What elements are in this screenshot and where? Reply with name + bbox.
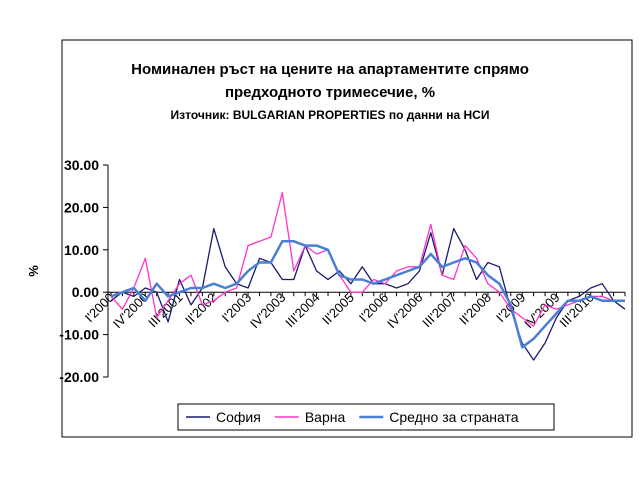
legend-label: Средно за страната bbox=[389, 409, 518, 425]
y-axis-label: % bbox=[26, 265, 41, 277]
y-tick-label: 20.00 bbox=[64, 199, 99, 215]
chart-title: предходното тримесечие, % bbox=[225, 84, 435, 101]
legend: София Варна Средно за страната bbox=[177, 403, 555, 431]
series-line bbox=[110, 227, 626, 361]
chart-frame bbox=[61, 39, 633, 438]
chart-subtitle: Източник: BULGARIAN PROPERTIES по данни … bbox=[171, 108, 490, 122]
y-tick-label: 0.00 bbox=[72, 284, 99, 300]
series-line bbox=[110, 240, 625, 349]
y-tick-label: 10.00 bbox=[64, 242, 99, 258]
series-line bbox=[110, 191, 625, 327]
legend-box bbox=[177, 403, 555, 431]
chart-title: Номинален ръст на цените на апартаментит… bbox=[131, 61, 529, 78]
y-tick-label: 30.00 bbox=[64, 157, 99, 173]
legend-label: София bbox=[216, 409, 261, 425]
y-tick-label: -10.00 bbox=[59, 327, 99, 343]
legend-label: Варна bbox=[305, 409, 346, 425]
y-tick-label: -20.00 bbox=[59, 369, 99, 385]
